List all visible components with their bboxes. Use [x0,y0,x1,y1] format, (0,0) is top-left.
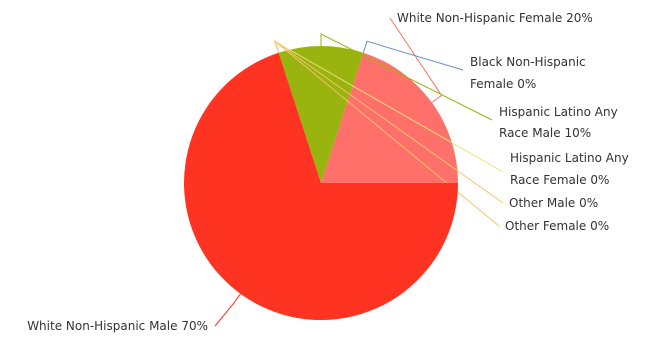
slice-label: Other Male 0% [509,196,598,210]
slice-connector-line [362,40,464,71]
pie-slice[interactable] [184,52,459,320]
slice-label: Hispanic Latino Any Race Female 0% [510,151,629,187]
slice-connector-line [320,33,493,121]
slice-label: Hispanic Latino Any Race Male 10% [499,105,618,140]
slice-label: White Non-Hispanic Male 70% [27,319,208,333]
pie-slice[interactable] [321,52,458,183]
slice-connector-line [389,17,443,103]
slice-connector-line [214,293,241,327]
slice-label: Black Non-Hispanic Female 0% [470,55,586,91]
slice-label: Other Female 0% [505,219,609,233]
slice-connector-line [273,39,500,227]
slice-label: White Non-Hispanic Female 20% [397,11,593,25]
